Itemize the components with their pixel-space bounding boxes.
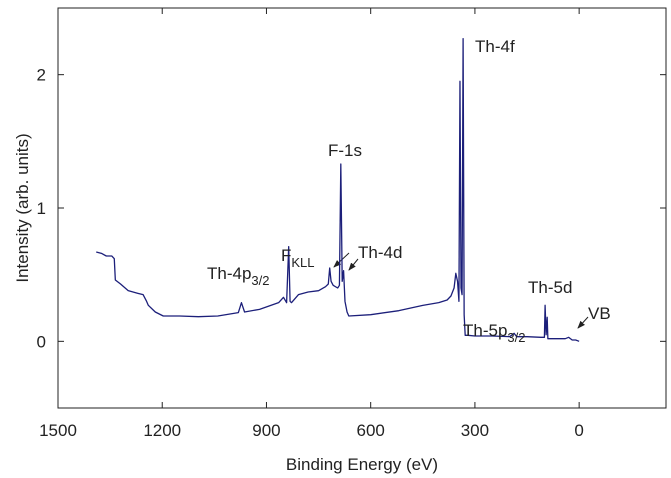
annotation-subscript: 3/2 [507, 330, 525, 345]
spectrum-line [96, 38, 580, 342]
y-axis-title: Intensity (arb. units) [13, 133, 32, 282]
x-axis-title: Binding Energy (eV) [286, 455, 438, 474]
annotation-text: F [281, 246, 291, 265]
annotation: Th-4p3/2 [207, 264, 270, 288]
annotation-text: Th-5p [463, 321, 507, 340]
annotation-subscript: 3/2 [251, 273, 269, 288]
x-tick-label: 1200 [143, 421, 181, 440]
y-tick-label: 2 [37, 66, 46, 85]
x-tick-label: 900 [252, 421, 280, 440]
annotation: VB [588, 304, 611, 323]
annotation-text: VB [588, 304, 611, 323]
annotation: FKLL [281, 246, 315, 270]
annotation-subscript: KLL [291, 255, 314, 270]
annotation-text: Th-5d [528, 278, 572, 297]
arrow [577, 316, 589, 329]
y-tick-label: 0 [37, 332, 46, 351]
x-tick-label: 0 [574, 421, 583, 440]
annotation-text: Th-4d [358, 243, 402, 262]
x-tick-label: 1500 [39, 421, 77, 440]
annotation-text: Th-4f [475, 37, 515, 56]
annotation: Th-5d [528, 278, 572, 297]
plot-frame [57, 7, 667, 409]
annotation-text: Th-4p [207, 264, 251, 283]
x-tick-label: 300 [461, 421, 489, 440]
arrow [348, 258, 359, 271]
annotation: Th-4f [475, 37, 515, 56]
annotation: Th-5p3/2 [463, 321, 526, 345]
annotation-text: F-1s [328, 141, 362, 160]
annotation: Th-4d [358, 243, 402, 262]
y-tick-label: 1 [37, 199, 46, 218]
x-tick-label: 600 [356, 421, 384, 440]
annotation: F-1s [328, 141, 362, 160]
